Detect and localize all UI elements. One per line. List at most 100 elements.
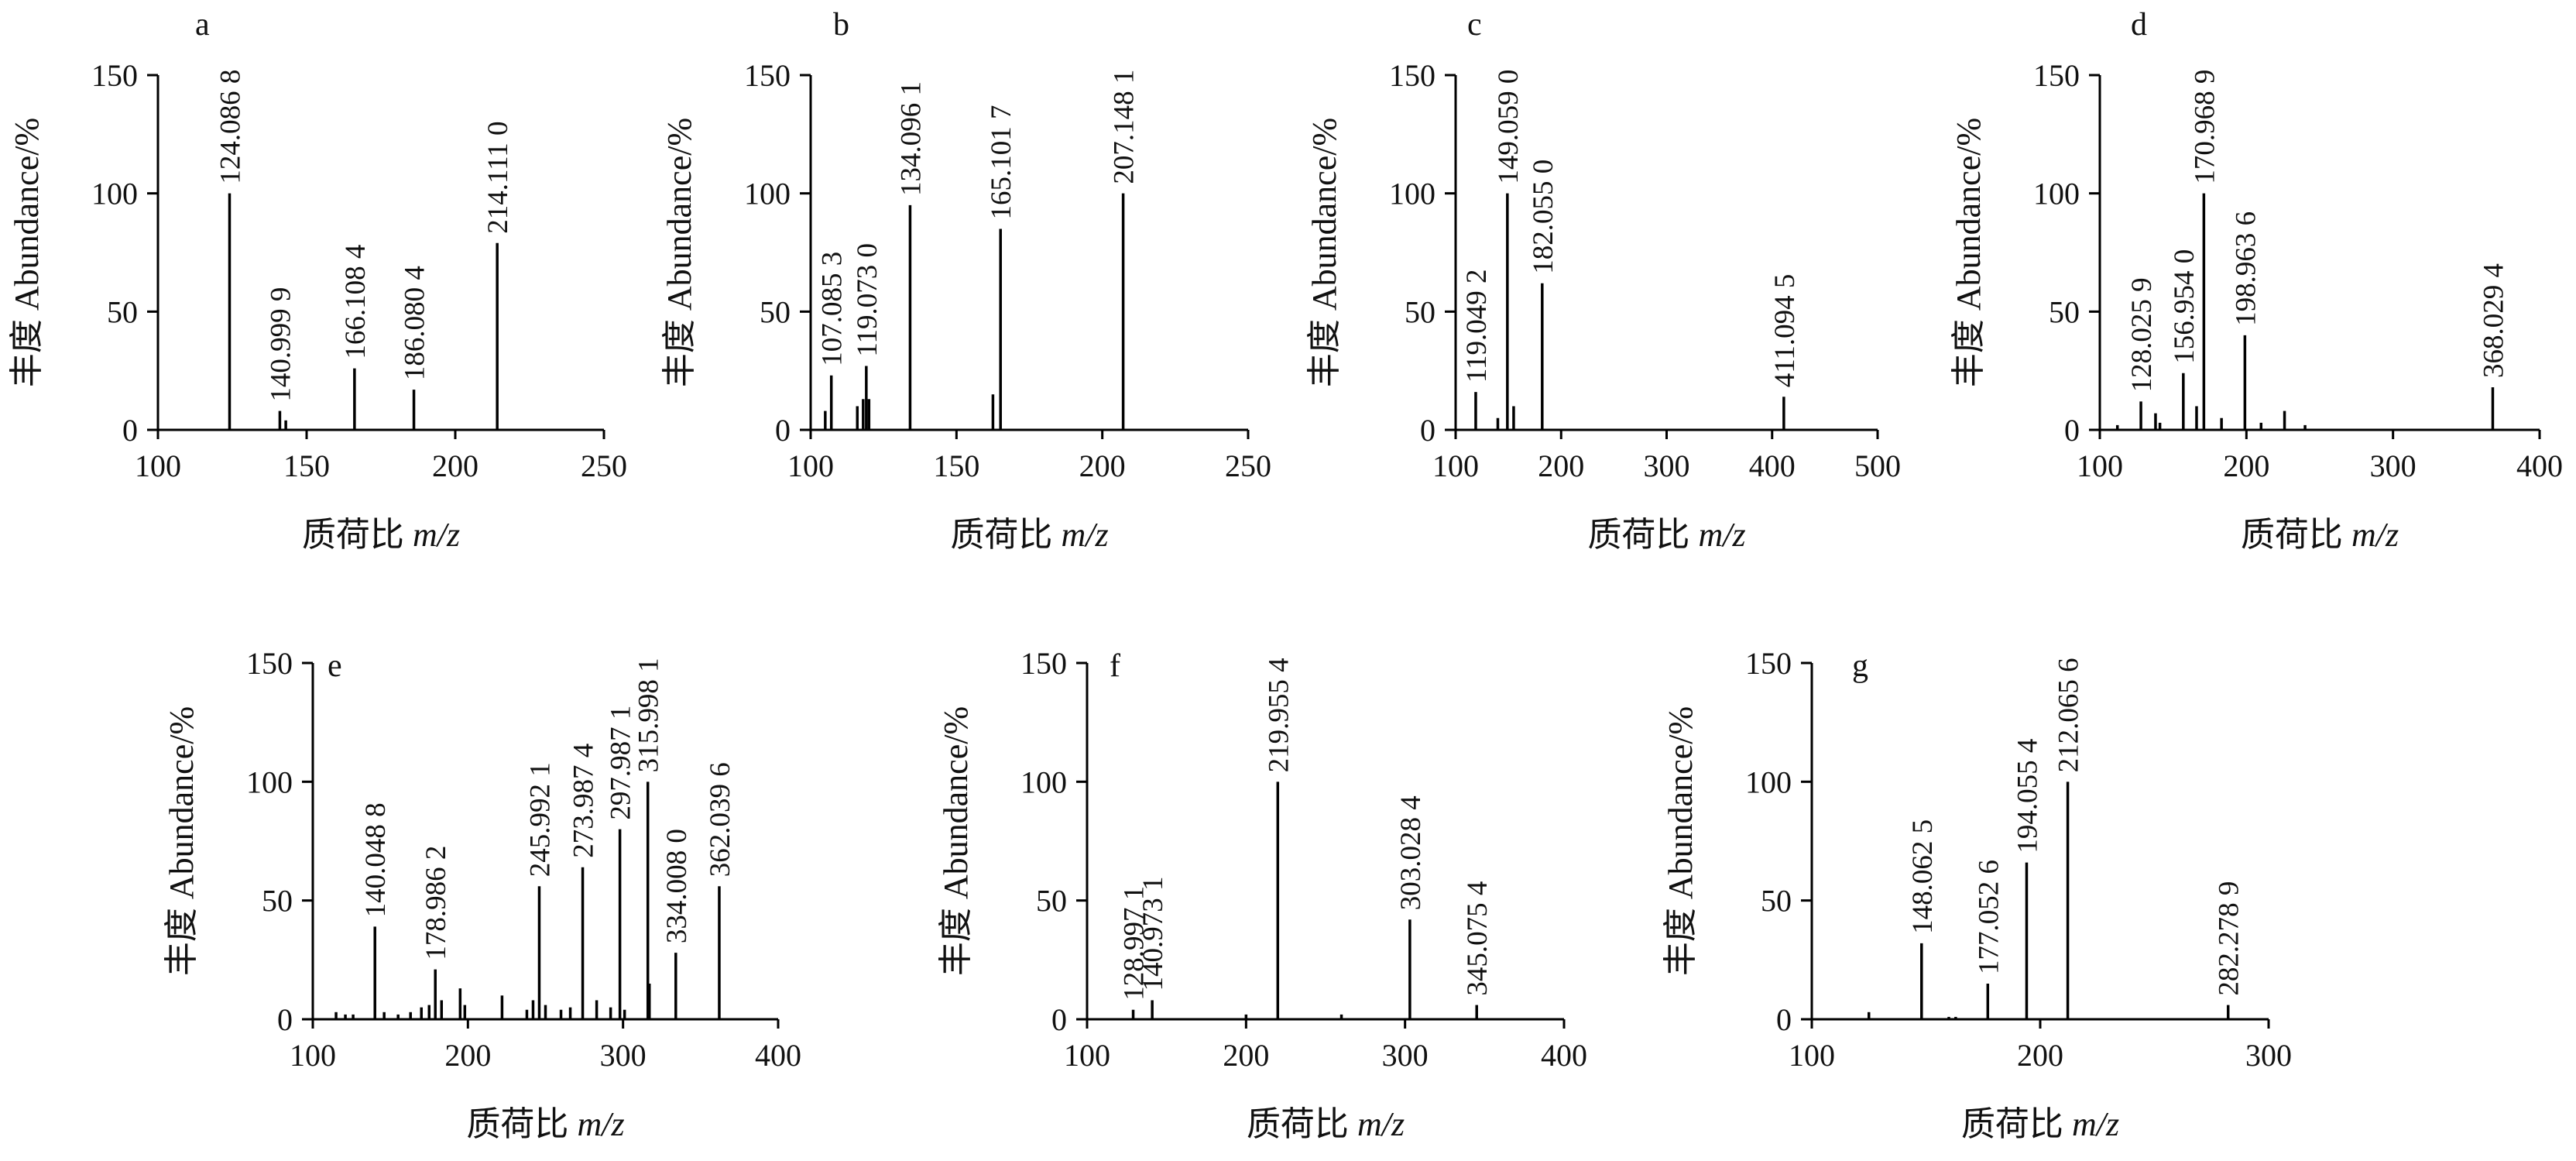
peak-mz-label: 148.062 5 (1907, 819, 1939, 934)
y-tick-label: 150 (1389, 58, 1435, 93)
peak-mz-label: 128.025 9 (2126, 277, 2158, 392)
peak-mz-label: 362.039 6 (705, 762, 736, 877)
x-axis-title: 质荷比 m/z (2241, 516, 2399, 554)
y-axis-title: 丰度 Abundance/% (1662, 706, 1700, 976)
peak-mz-label: 282.278 9 (2214, 881, 2245, 996)
peak-mz-label: 177.052 6 (1973, 860, 2005, 974)
peak-mz-label: 156.954 0 (2169, 249, 2200, 364)
x-tick-label: 400 (755, 1038, 801, 1073)
y-tick-label: 0 (2064, 413, 2080, 448)
y-tick-label: 50 (262, 884, 293, 919)
y-tick-label: 50 (760, 294, 791, 329)
x-tick-label: 200 (1223, 1038, 1269, 1073)
spectrum-panel-b: 0 50 100 150 100 150 200 250 107.085 3 119.073 0 1… (660, 7, 1271, 554)
y-axis-title: 丰度 Abundance/% (163, 706, 201, 976)
y-tick-label: 100 (1745, 764, 1792, 799)
panel-letter: d (2131, 7, 2147, 43)
peak-mz-label: 411.094 5 (1769, 274, 1801, 388)
x-tick-label: 500 (1854, 448, 1901, 483)
peak-mz-label: 273.987 4 (568, 744, 600, 858)
peak-mz-label: 107.085 3 (817, 252, 849, 366)
x-tick-label: 200 (2223, 448, 2269, 483)
x-tick-label: 300 (2245, 1038, 2292, 1073)
x-axis-unit: m/z (2351, 516, 2399, 554)
x-tick-label: 300 (600, 1038, 647, 1073)
x-axis-title: 质荷比 m/z (1247, 1105, 1405, 1143)
y-axis-title: 丰度 Abundance/% (660, 118, 698, 387)
y-tick-label: 100 (744, 177, 791, 211)
panel-letter: b (833, 7, 849, 43)
y-tick-label: 100 (1020, 764, 1067, 799)
x-axis-title-text: 质荷比 (1247, 1105, 1357, 1143)
x-tick-label: 100 (787, 448, 834, 483)
peak-mz-label: 219.955 4 (1263, 658, 1295, 772)
y-tick-label: 50 (1405, 294, 1435, 329)
y-tick-label: 0 (1051, 1002, 1067, 1037)
x-axis-unit: m/z (1698, 516, 1745, 554)
peak-mz-label: 165.101 7 (986, 105, 1017, 219)
peak-mz-label: 297.987 1 (605, 706, 637, 820)
y-tick-label: 0 (1776, 1002, 1792, 1037)
y-axis-title: 丰度 Abundance/% (1950, 118, 1988, 387)
spectrum-panel-g: 0 50 100 150 100 200 300 148.062 5 177.052 6194.… (1662, 646, 2292, 1143)
y-tick-label: 0 (122, 413, 138, 448)
x-axis-title: 质荷比 m/z (950, 516, 1108, 554)
x-axis-title: 质荷比 m/z (1587, 516, 1745, 554)
x-tick-label: 150 (283, 448, 330, 483)
peak-mz-label: 334.008 0 (661, 829, 693, 943)
y-tick-label: 100 (91, 177, 138, 211)
panel-letter: f (1110, 648, 1120, 684)
x-tick-label: 100 (1432, 448, 1479, 483)
y-tick-label: 0 (775, 413, 791, 448)
peak-mz-label: 186.080 4 (400, 266, 431, 380)
y-axis-title: 丰度 Abundance/% (937, 706, 975, 976)
x-axis-title-text: 质荷比 (302, 516, 413, 554)
x-tick-label: 100 (1064, 1038, 1110, 1073)
panel-letter: e (328, 648, 342, 684)
peak-mz-label: 368.029 4 (2478, 263, 2509, 378)
x-tick-label: 200 (444, 1038, 491, 1073)
spectrum-panel-a: 0 50 100 150 100 150 200 250 124.086 8 140.999 9 1… (8, 7, 627, 554)
peak-mz-label: 245.992 1 (524, 762, 556, 877)
peak-mz-label: 198.963 6 (2230, 211, 2262, 326)
peak-mz-label: 128.997 1 (1119, 886, 1151, 1001)
panel-letter: g (1852, 648, 1868, 684)
peak-mz-label: 119.073 0 (852, 243, 883, 357)
y-axis-title: 丰度 Abundance/% (1305, 118, 1343, 387)
peak-mz-label: 134.096 1 (895, 81, 927, 196)
peak-mz-label: 140.048 8 (360, 802, 392, 917)
y-tick-label: 150 (1745, 646, 1792, 681)
x-axis-unit: m/z (1061, 516, 1108, 554)
x-tick-label: 250 (581, 448, 627, 483)
peak-mz-label: 214.111 0 (482, 122, 514, 234)
x-tick-label: 200 (1079, 448, 1126, 483)
peak-mz-label: 212.065 6 (2053, 658, 2085, 772)
x-tick-label: 300 (1644, 448, 1690, 483)
peak-mz-label: 182.055 0 (1528, 160, 1559, 274)
y-tick-label: 100 (2033, 177, 2080, 211)
y-tick-label: 100 (246, 764, 293, 799)
spectrum-panel-d: 0 50 100 150 100 200 300 400 128.025 9 156.954 0 1… (1950, 7, 2563, 554)
peak-mz-label: 207.148 1 (1109, 70, 1141, 184)
x-tick-label: 250 (1225, 448, 1271, 483)
peak-mz-label: 166.108 4 (340, 245, 372, 359)
x-axis-unit: m/z (413, 516, 460, 554)
x-tick-label: 400 (1749, 448, 1796, 483)
y-tick-label: 150 (2033, 58, 2080, 93)
peak-mz-label: 140.999 9 (265, 287, 297, 402)
y-tick-label: 50 (1036, 884, 1067, 919)
y-axis-title: 丰度 Abundance/% (8, 118, 46, 387)
x-axis-title: 质荷比 m/z (302, 516, 460, 554)
peak-mz-label: 149.059 0 (1493, 70, 1525, 184)
y-tick-label: 0 (277, 1002, 293, 1037)
x-tick-label: 100 (2077, 448, 2123, 483)
x-tick-label: 200 (1538, 448, 1584, 483)
x-axis-title-text: 质荷比 (1961, 1105, 2072, 1143)
peak-mz-label: 119.049 2 (1461, 270, 1493, 383)
peak-mz-label: 194.055 4 (2012, 739, 2043, 854)
x-axis-title-text: 质荷比 (2241, 516, 2351, 554)
x-tick-label: 100 (135, 448, 181, 483)
y-tick-label: 50 (2049, 294, 2080, 329)
peak-mz-label: 170.968 9 (2189, 70, 2221, 184)
